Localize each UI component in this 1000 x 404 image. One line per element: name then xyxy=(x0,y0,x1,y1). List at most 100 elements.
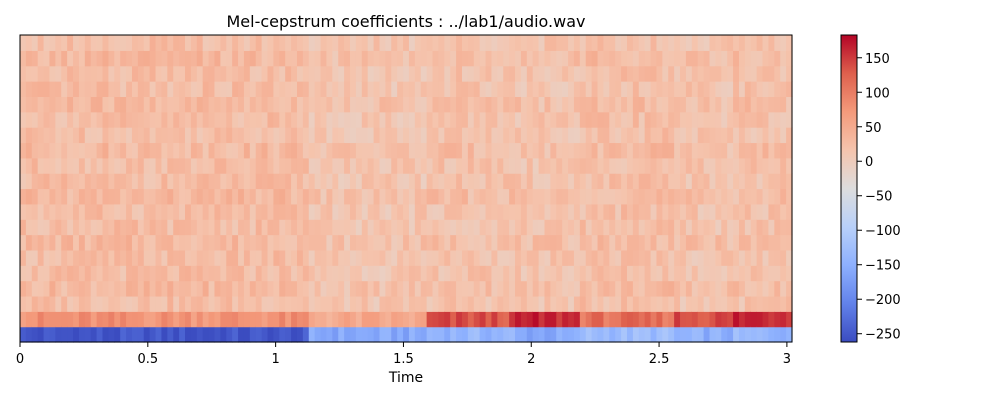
heatmap-cell xyxy=(626,280,634,297)
heatmap-cell xyxy=(479,280,487,297)
heatmap-cell xyxy=(526,234,534,251)
heatmap-cell xyxy=(709,81,716,97)
heatmap-cell xyxy=(650,326,658,343)
heatmap-cell xyxy=(379,234,386,251)
heatmap-cell xyxy=(727,219,734,236)
heatmap-cell xyxy=(568,280,575,297)
heatmap-cell xyxy=(668,81,675,97)
heatmap-cell xyxy=(126,234,133,251)
heatmap-cell xyxy=(149,96,157,113)
heatmap-cell xyxy=(721,295,728,312)
heatmap-cell xyxy=(414,203,422,220)
heatmap-cell xyxy=(361,65,369,82)
heatmap-cell xyxy=(73,50,80,67)
heatmap-cell xyxy=(444,311,451,328)
heatmap-cell xyxy=(291,96,298,113)
heatmap-cell xyxy=(597,111,605,128)
heatmap-cell xyxy=(196,111,204,128)
heatmap-cell xyxy=(733,249,740,266)
heatmap-cell xyxy=(391,50,398,67)
heatmap-cell xyxy=(703,326,711,343)
heatmap-cell xyxy=(126,249,133,266)
heatmap-cell xyxy=(444,173,451,190)
heatmap-cell xyxy=(638,173,646,190)
heatmap-cell xyxy=(291,111,298,128)
heatmap-cell xyxy=(96,65,104,82)
heatmap-cell xyxy=(497,96,504,113)
heatmap-cell xyxy=(90,219,98,236)
heatmap-cell xyxy=(703,219,711,236)
heatmap-cell xyxy=(750,311,758,328)
heatmap-cell xyxy=(715,111,722,128)
heatmap-cell xyxy=(562,173,569,190)
heatmap-cell xyxy=(780,265,787,282)
heatmap-cell xyxy=(650,234,658,251)
heatmap-cell xyxy=(31,249,39,266)
heatmap-cell xyxy=(403,50,410,67)
heatmap-cell xyxy=(668,188,675,205)
heatmap-cell xyxy=(703,295,711,312)
heatmap-cell xyxy=(261,311,269,328)
heatmap-cell xyxy=(668,280,675,297)
heatmap-cell xyxy=(78,81,86,97)
heatmap-cell xyxy=(450,111,457,128)
heatmap-cell xyxy=(67,326,74,343)
heatmap-cell xyxy=(114,234,121,251)
heatmap-cell xyxy=(680,50,687,67)
heatmap-cell xyxy=(143,96,151,113)
heatmap-cell xyxy=(108,173,115,190)
heatmap-cell xyxy=(202,280,210,297)
heatmap-cell xyxy=(338,295,345,312)
heatmap-cell xyxy=(520,311,528,328)
heatmap-cell xyxy=(379,50,386,67)
heatmap-cell xyxy=(220,326,227,343)
heatmap-cell xyxy=(656,234,663,251)
heatmap-cell xyxy=(420,311,428,328)
heatmap-cell xyxy=(190,111,198,128)
heatmap-cell xyxy=(43,280,51,297)
heatmap-cell xyxy=(662,81,669,97)
heatmap-cell xyxy=(285,203,292,220)
heatmap-cell xyxy=(84,295,92,312)
heatmap-cell xyxy=(37,326,45,343)
heatmap-cell xyxy=(273,111,280,128)
heatmap-cell xyxy=(61,142,68,159)
heatmap-cell xyxy=(467,50,475,67)
heatmap-cell xyxy=(238,188,245,205)
heatmap-cell xyxy=(49,326,56,343)
heatmap-cell xyxy=(503,96,510,113)
heatmap-cell xyxy=(261,81,269,97)
heatmap-cell xyxy=(226,173,233,190)
heatmap-cell xyxy=(491,157,498,174)
heatmap-cell xyxy=(196,295,204,312)
heatmap-cell xyxy=(562,249,569,266)
heatmap-cell xyxy=(750,188,758,205)
heatmap-cell xyxy=(208,249,216,266)
heatmap-cell xyxy=(367,326,375,343)
heatmap-cell xyxy=(255,111,263,128)
heatmap-cell xyxy=(367,188,375,205)
heatmap-cell xyxy=(190,295,198,312)
heatmap-cell xyxy=(697,65,705,82)
heatmap-cell xyxy=(420,50,428,67)
heatmap-cell xyxy=(367,127,375,144)
heatmap-cell xyxy=(350,35,357,51)
heatmap-cell xyxy=(709,219,716,236)
heatmap-cell xyxy=(291,249,298,266)
heatmap-cell xyxy=(403,234,410,251)
heatmap-cell xyxy=(379,142,386,159)
heatmap-cell xyxy=(780,249,787,266)
heatmap-cell xyxy=(497,295,504,312)
heatmap-cell xyxy=(621,188,628,205)
heatmap-cell xyxy=(585,50,593,67)
heatmap-cell xyxy=(385,295,392,312)
heatmap-cell xyxy=(444,280,451,297)
heatmap-cell xyxy=(632,326,640,343)
heatmap-cell xyxy=(220,111,227,128)
heatmap-cell xyxy=(668,142,675,159)
heatmap-cell xyxy=(255,142,263,159)
heatmap-cell xyxy=(733,111,740,128)
heatmap-cell xyxy=(479,157,487,174)
heatmap-cell xyxy=(37,142,45,159)
heatmap-cell xyxy=(697,81,705,97)
